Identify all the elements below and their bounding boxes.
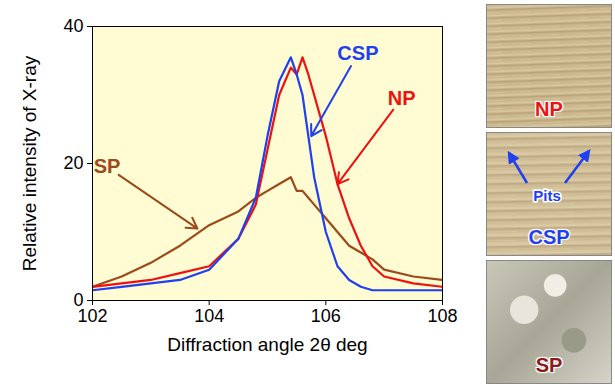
svg-text:CSP: CSP	[337, 42, 378, 64]
svg-text:106: 106	[311, 306, 341, 326]
svg-text:20: 20	[63, 153, 83, 173]
html-text:CSP: CSP	[528, 226, 570, 248]
svg-text:Pits: Pits	[533, 187, 561, 204]
svg-text:SP: SP	[94, 155, 121, 177]
svg-text:Diffraction angle 2θ deg: Diffraction angle 2θ deg	[167, 334, 367, 355]
svg-text:0: 0	[73, 290, 84, 311]
svg-text:104: 104	[194, 306, 224, 326]
svg-text:NP: NP	[388, 87, 416, 109]
svg-text:40: 40	[63, 16, 83, 36]
svg-text:Relative intensity of X-ray: Relative intensity of X-ray	[19, 55, 40, 271]
svg-text:108: 108	[427, 306, 457, 326]
html-text:SP: SP	[535, 354, 563, 376]
html-text:NP: NP	[535, 98, 563, 120]
svg-text:102: 102	[77, 306, 107, 326]
